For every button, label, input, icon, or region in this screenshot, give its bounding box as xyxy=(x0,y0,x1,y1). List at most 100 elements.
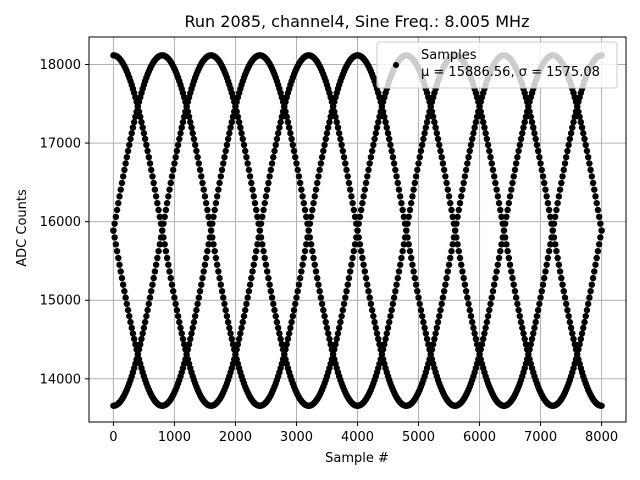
data-point xyxy=(156,241,163,248)
data-point xyxy=(200,268,207,275)
data-point xyxy=(174,312,182,320)
data-point xyxy=(406,247,414,255)
data-point xyxy=(342,294,349,301)
data-point xyxy=(348,193,355,200)
data-point xyxy=(506,261,514,268)
data-point xyxy=(259,241,266,248)
data-point xyxy=(536,300,543,308)
data-point xyxy=(388,147,395,155)
data-point xyxy=(467,312,475,320)
data-point xyxy=(550,220,558,227)
data-point xyxy=(312,268,320,275)
data-point xyxy=(357,247,365,255)
data-point xyxy=(285,124,293,131)
data-point xyxy=(495,199,503,207)
x-tick-label: 4000 xyxy=(341,430,374,445)
x-tick-label: 2000 xyxy=(219,430,252,445)
data-point xyxy=(499,220,506,227)
data-point xyxy=(227,330,234,337)
data-point xyxy=(113,247,121,255)
data-point xyxy=(432,124,439,131)
data-point xyxy=(317,294,325,301)
data-point xyxy=(392,288,399,295)
data-point xyxy=(367,154,375,161)
data-point xyxy=(298,186,305,193)
data-point xyxy=(176,318,183,326)
data-point xyxy=(346,186,354,193)
data-point xyxy=(556,186,564,193)
data-point xyxy=(393,281,400,288)
data-point xyxy=(555,261,563,268)
data-point xyxy=(594,247,602,255)
data-point xyxy=(388,306,395,314)
data-point xyxy=(481,330,488,337)
data-point xyxy=(244,160,251,167)
x-tick-label: 1000 xyxy=(158,430,191,445)
data-point xyxy=(553,247,560,255)
data-point xyxy=(177,130,184,137)
data-point xyxy=(547,241,554,248)
data-point xyxy=(332,341,339,348)
data-point xyxy=(213,193,221,200)
data-point xyxy=(554,254,561,262)
data-point xyxy=(504,247,511,255)
data-point xyxy=(310,254,317,262)
data-point xyxy=(150,274,157,282)
data-point xyxy=(299,261,306,268)
data-point xyxy=(239,135,246,143)
data-point xyxy=(449,241,456,248)
data-point xyxy=(576,113,583,120)
data-point xyxy=(343,288,350,295)
data-point xyxy=(187,335,194,343)
data-point xyxy=(199,274,206,282)
data-point xyxy=(552,241,559,248)
data-point xyxy=(444,268,452,275)
data-point xyxy=(522,113,530,120)
data-point xyxy=(189,324,196,332)
data-point xyxy=(209,220,216,227)
data-point xyxy=(523,346,531,353)
data-point xyxy=(284,335,292,343)
data-point xyxy=(587,288,594,295)
data-point xyxy=(296,179,304,187)
data-point xyxy=(204,206,211,214)
data-point xyxy=(326,335,333,343)
data-point xyxy=(143,141,150,149)
x-tick-label: 0 xyxy=(109,430,117,445)
data-point xyxy=(537,160,544,167)
data-point xyxy=(598,227,605,234)
data-point xyxy=(386,135,393,143)
data-point xyxy=(483,135,491,143)
data-point xyxy=(267,166,275,174)
data-point xyxy=(311,193,318,200)
data-point xyxy=(580,130,587,137)
data-point xyxy=(451,227,459,234)
data-point xyxy=(389,154,397,161)
data-point xyxy=(132,113,139,120)
data-point xyxy=(132,341,139,348)
data-point xyxy=(231,346,238,353)
data-point xyxy=(314,179,321,187)
data-point xyxy=(515,147,522,155)
data-point xyxy=(173,306,181,314)
data-point xyxy=(172,300,179,308)
data-point xyxy=(172,154,179,161)
data-point xyxy=(292,300,299,308)
data-point xyxy=(375,335,382,343)
data-point xyxy=(405,213,412,221)
data-point xyxy=(517,318,525,326)
data-point xyxy=(212,199,220,207)
data-point xyxy=(582,312,589,320)
data-point xyxy=(492,179,499,187)
data-point xyxy=(589,274,597,282)
data-point xyxy=(576,341,583,348)
data-point xyxy=(481,124,488,131)
data-point xyxy=(378,351,386,358)
data-point xyxy=(196,166,204,174)
data-point xyxy=(423,118,431,126)
data-point xyxy=(171,160,178,167)
ticks: 0 1000 2000 3000 4000 5000 6000 7000 8000 14000 15… xyxy=(40,58,618,445)
data-point xyxy=(184,346,192,353)
data-point xyxy=(377,108,384,115)
data-point xyxy=(530,330,537,337)
